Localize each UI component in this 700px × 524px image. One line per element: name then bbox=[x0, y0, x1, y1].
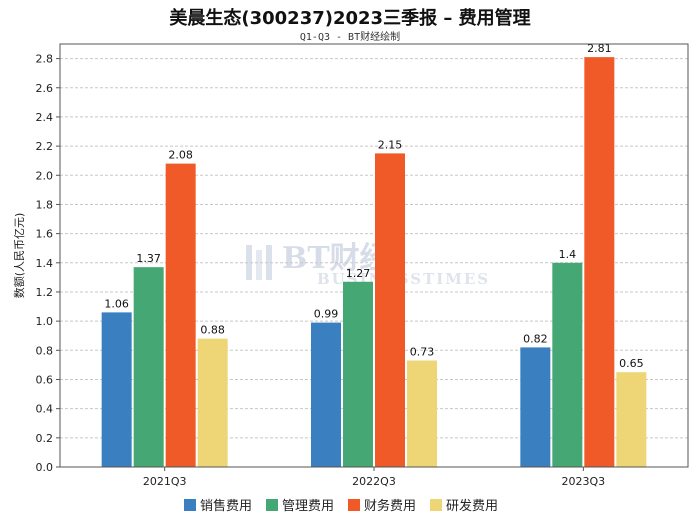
data-label: 1.27 bbox=[346, 267, 371, 280]
bar bbox=[311, 322, 341, 467]
data-label: 0.88 bbox=[200, 324, 225, 337]
legend-swatch bbox=[348, 499, 360, 511]
legend-swatch bbox=[184, 499, 196, 511]
x-tick-label: 2021Q3 bbox=[143, 475, 187, 488]
bar bbox=[197, 338, 228, 467]
legend-label: 销售费用 bbox=[200, 498, 252, 514]
watermark-text: BT财经 bbox=[282, 241, 390, 276]
bar bbox=[584, 57, 615, 467]
y-tick-label: 0.6 bbox=[36, 373, 54, 386]
x-tick-label: 2023Q3 bbox=[562, 475, 606, 488]
data-label: 2.15 bbox=[378, 138, 403, 151]
y-tick-label: 2.4 bbox=[36, 111, 54, 124]
chart-title: 美晨生态(300237)2023三季报 – 费用管理 bbox=[169, 8, 531, 29]
y-tick-label: 1.6 bbox=[36, 228, 54, 241]
legend-swatch bbox=[430, 499, 442, 511]
y-axis: 0.0 0.2 0.4 0.6 0.8 1.0 1.2 1.4 1.6 1.8 2.0 2.2 2.4 2… bbox=[36, 53, 60, 474]
y-tick-label: 2.6 bbox=[36, 82, 54, 95]
bar bbox=[375, 153, 405, 467]
y-tick-label: 1.0 bbox=[36, 315, 54, 328]
y-tick-label: 1.4 bbox=[36, 257, 54, 270]
y-tick-label: 0.4 bbox=[36, 403, 54, 416]
watermark: BT财经 BUSINESSTIMES bbox=[246, 241, 488, 288]
bars: 1.06 1.37 2.08 0.88 0.99 1.27 2.15 0.73 0.82 1.4 2… bbox=[101, 42, 647, 467]
x-axis: 2021Q3 2022Q3 2023Q3 bbox=[143, 467, 605, 488]
legend-label: 管理费用 bbox=[282, 499, 334, 514]
legend: 销售费用 管理费用 财务费用 研发费用 bbox=[184, 498, 498, 514]
bar bbox=[407, 360, 437, 467]
data-label: 0.82 bbox=[523, 332, 548, 345]
y-tick-label: 2.0 bbox=[36, 169, 54, 182]
bar bbox=[133, 267, 164, 467]
data-label: 0.73 bbox=[410, 346, 435, 359]
data-label: 0.65 bbox=[619, 357, 644, 370]
data-label: 1.4 bbox=[559, 248, 577, 261]
y-tick-label: 2.2 bbox=[36, 140, 54, 153]
chart-subtitle: Q1-Q3 - BT财经绘制 bbox=[299, 32, 401, 43]
bar bbox=[343, 281, 373, 467]
y-tick-label: 0.8 bbox=[36, 344, 54, 357]
bar bbox=[520, 347, 551, 467]
x-tick-label: 2022Q3 bbox=[352, 475, 396, 488]
data-label: 2.08 bbox=[168, 149, 193, 162]
data-label: 1.06 bbox=[104, 297, 129, 310]
bar bbox=[552, 262, 583, 467]
y-axis-label: 数额(人民币亿元) bbox=[13, 213, 26, 299]
legend-label: 研发费用 bbox=[446, 498, 498, 514]
data-label: 0.99 bbox=[314, 308, 339, 321]
bar bbox=[616, 372, 647, 467]
legend-item: 财务费用 bbox=[348, 498, 416, 514]
y-tick-label: 1.8 bbox=[36, 198, 54, 211]
legend-item: 销售费用 bbox=[184, 498, 252, 514]
data-label: 1.37 bbox=[136, 252, 161, 265]
data-label: 2.81 bbox=[587, 42, 612, 55]
y-tick-label: 0.0 bbox=[36, 461, 54, 474]
y-tick-label: 2.8 bbox=[36, 53, 54, 66]
legend-label: 财务费用 bbox=[364, 498, 416, 514]
y-tick-label: 1.2 bbox=[36, 286, 54, 299]
watermark-logo-icon bbox=[246, 245, 272, 280]
plot-frame bbox=[59, 43, 689, 468]
bar bbox=[165, 163, 196, 467]
legend-item: 研发费用 bbox=[430, 498, 498, 514]
bar bbox=[101, 312, 132, 467]
y-tick-label: 0.2 bbox=[36, 432, 54, 445]
legend-swatch bbox=[266, 499, 278, 511]
legend-item: 管理费用 bbox=[266, 499, 334, 514]
